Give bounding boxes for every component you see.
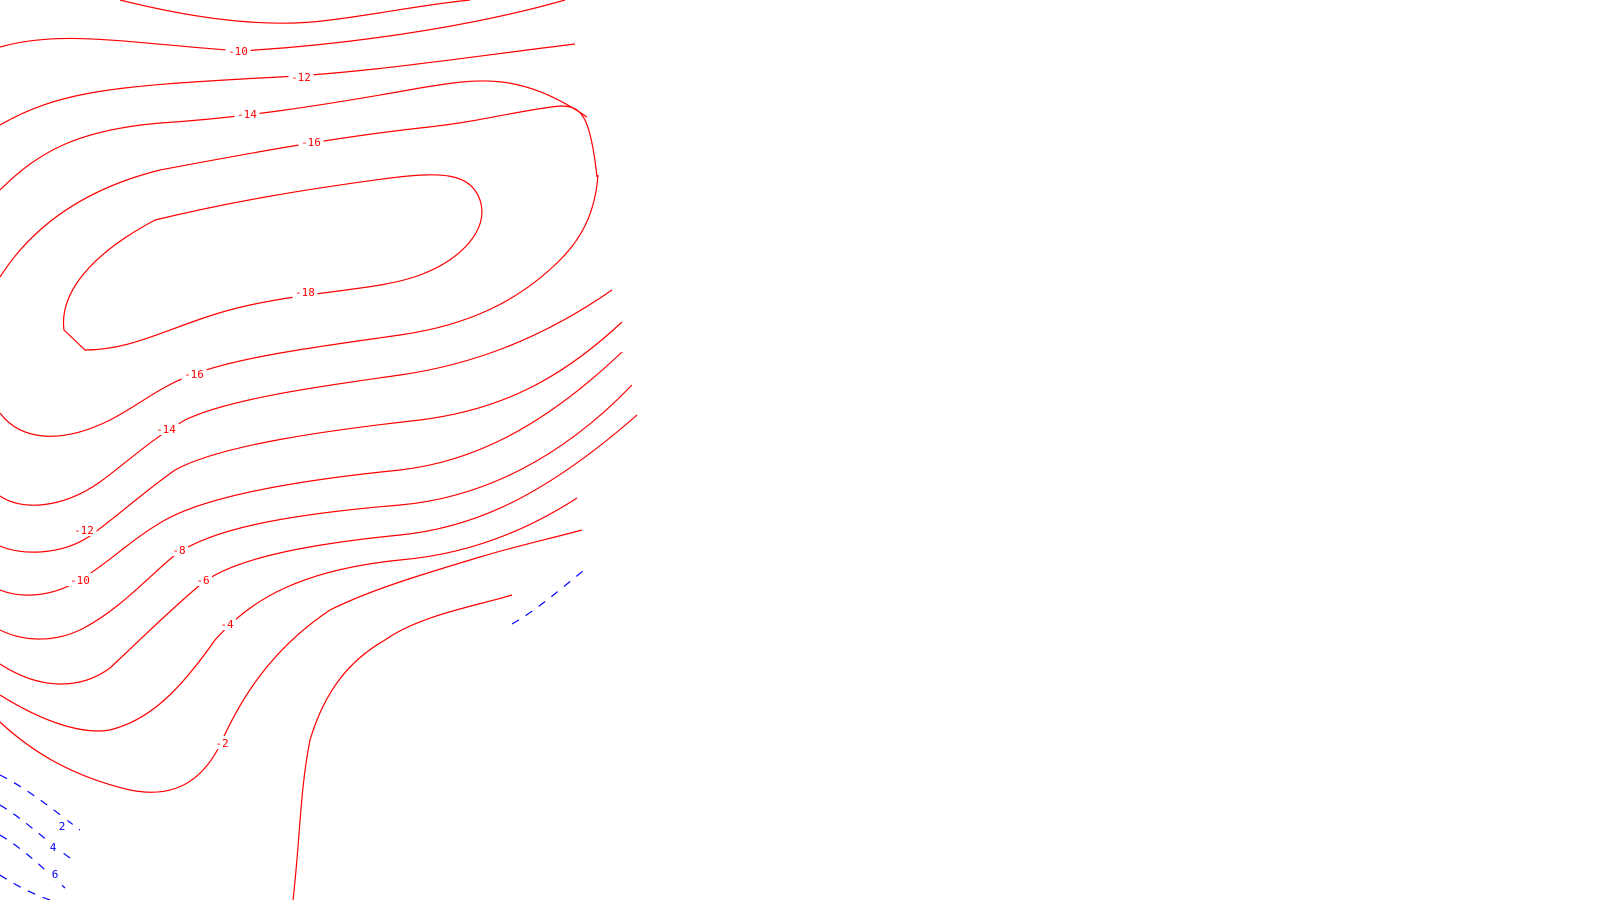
contour-label-16: 6 (52, 868, 59, 881)
contour-label-10-bg (194, 573, 212, 586)
contour-line-pos-4 (511, 566, 589, 625)
contour-line-6 (0, 174, 599, 437)
contour-line-pos-3 (0, 874, 51, 900)
contour-label-4: -18 (295, 286, 315, 299)
contour-label-14: 2 (59, 820, 66, 833)
contour-label-7-bg (71, 523, 97, 536)
contour-label-0-bg (225, 44, 251, 57)
contour-label-0: -10 (228, 45, 248, 58)
contour-label-5: -16 (184, 368, 204, 381)
contour-label-1-bg (288, 70, 314, 83)
contour-label-9: -8 (172, 544, 185, 557)
contour-line-2 (0, 43, 576, 126)
contour-label-3: -16 (301, 136, 321, 149)
contour-line-3 (0, 80, 588, 191)
contour-line-0 (119, 0, 471, 24)
contour-line-pos-0 (0, 774, 81, 831)
contour-label-3-bg (298, 135, 324, 148)
contour-label-1: -12 (291, 71, 311, 84)
contour-label-10: -6 (196, 574, 209, 587)
contour-line-14 (292, 594, 513, 900)
contour-label-11-bg (218, 617, 236, 630)
contour-label-5-bg (181, 367, 207, 380)
contour-line-4 (0, 105, 598, 278)
contour-label-12-bg (213, 736, 231, 749)
contour-line-7 (0, 289, 613, 506)
contour-label-2-bg (234, 107, 260, 120)
contour-line-10 (0, 384, 633, 640)
contour-label-7: -12 (74, 524, 94, 537)
contour-label-8: -10 (70, 574, 90, 587)
contour-label-16-bg (49, 867, 61, 880)
contour-label-15-bg (47, 840, 59, 853)
contour-label-9-bg (170, 543, 188, 556)
contour-label-4-bg (292, 285, 318, 298)
contour-label-6-bg (153, 422, 179, 435)
contour-label-6: -14 (156, 423, 176, 436)
contour-label-14-bg (56, 819, 68, 832)
contour-label-11: -4 (220, 618, 234, 631)
contour-line-1 (0, 0, 566, 52)
contour-label-15: 4 (50, 841, 57, 854)
contour-label-2: -14 (237, 108, 257, 121)
contour-line-13 (0, 529, 583, 793)
contour-line-11 (0, 414, 638, 685)
contour-line-8 (0, 321, 623, 553)
contour-line-5 (62, 174, 483, 351)
contour-label-8-bg (67, 573, 93, 586)
contour-label-12: -2 (215, 737, 228, 750)
